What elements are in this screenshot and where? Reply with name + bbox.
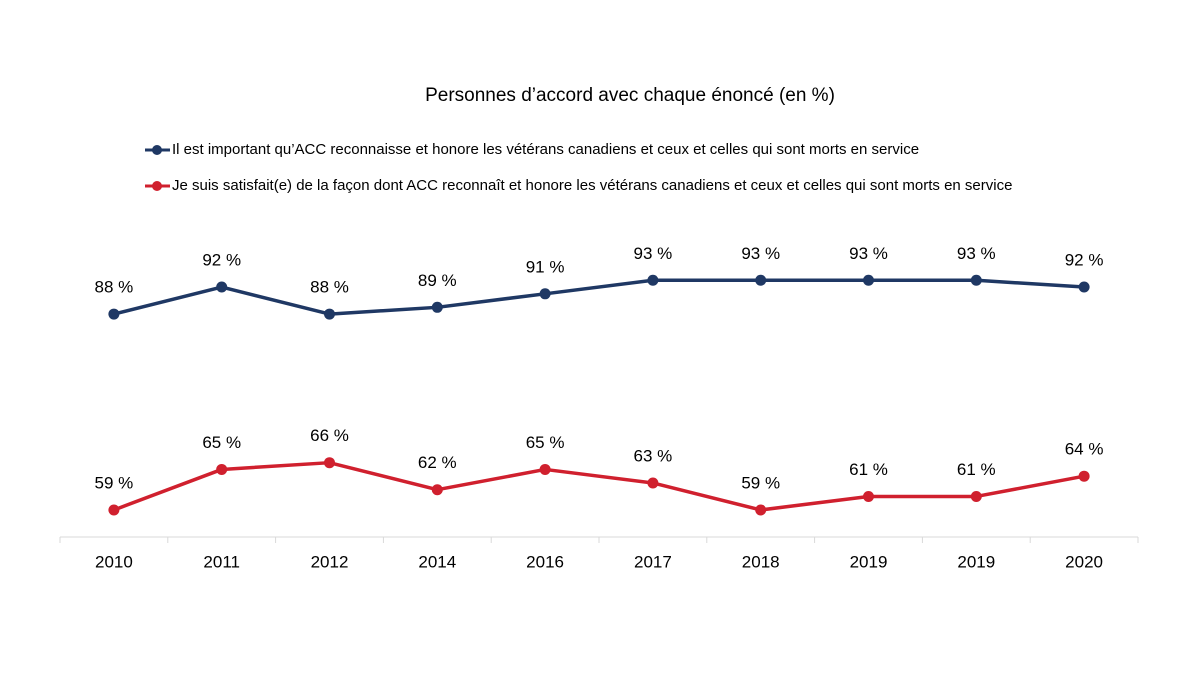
- data-label: 93 %: [741, 244, 780, 263]
- legend-label: Il est important qu’ACC reconnaisse et h…: [172, 141, 919, 158]
- data-point: [970, 274, 982, 286]
- legend: Il est important qu’ACC reconnaisse et h…: [145, 141, 1012, 194]
- data-label: 59 %: [95, 473, 134, 492]
- data-point: [431, 484, 443, 496]
- data-label: 65 %: [202, 433, 241, 452]
- data-label: 62 %: [418, 453, 457, 472]
- data-point: [431, 301, 443, 313]
- data-label: 61 %: [849, 460, 888, 479]
- data-label: 88 %: [95, 278, 134, 297]
- x-tick-label: 2019: [850, 552, 888, 571]
- data-label: 91 %: [526, 257, 565, 276]
- x-tick-label: 2019: [957, 552, 995, 571]
- data-point: [324, 308, 335, 320]
- data-label: 88 %: [310, 278, 349, 297]
- legend-marker: [152, 145, 162, 155]
- data-point: [647, 274, 659, 286]
- data-label: 64 %: [1065, 440, 1104, 459]
- data-point: [1078, 470, 1090, 482]
- data-point: [324, 457, 335, 469]
- data-label: 93 %: [849, 244, 888, 263]
- data-point: [1078, 281, 1090, 293]
- data-point: [108, 308, 120, 320]
- data-label: 92 %: [202, 251, 241, 270]
- series-line: [113, 278, 1085, 316]
- data-label: 93 %: [634, 244, 673, 263]
- x-tick-label: 2010: [95, 552, 133, 571]
- data-point: [216, 281, 228, 293]
- data-label: 66 %: [310, 426, 349, 445]
- data-label: 65 %: [526, 433, 565, 452]
- x-tick-label: 2012: [311, 552, 349, 571]
- data-point: [647, 477, 659, 489]
- chart-title: Personnes d’accord avec chaque énoncé (e…: [425, 85, 835, 106]
- data-point: [108, 504, 120, 516]
- legend-marker: [152, 181, 162, 191]
- data-label: 92 %: [1065, 251, 1104, 270]
- data-label: 93 %: [957, 244, 996, 263]
- data-label: 59 %: [741, 473, 780, 492]
- x-tick-label: 2018: [742, 552, 780, 571]
- data-point: [863, 490, 874, 502]
- x-tick-label: 2011: [203, 552, 240, 571]
- legend-label: Je suis satisfait(e) de la façon dont AC…: [172, 177, 1012, 194]
- x-tick-label: 2014: [418, 552, 456, 571]
- x-tick-label: 2017: [634, 552, 672, 571]
- data-point: [863, 274, 874, 286]
- x-tick-label: 2020: [1065, 552, 1103, 571]
- x-tick-label: 2016: [526, 552, 564, 571]
- data-point: [755, 504, 767, 516]
- data-point: [539, 288, 551, 300]
- data-point: [970, 490, 982, 502]
- data-label: 89 %: [418, 271, 457, 290]
- data-point: [216, 463, 228, 475]
- data-point: [539, 463, 551, 475]
- series-line: [113, 460, 1085, 512]
- data-point: [755, 274, 767, 286]
- data-label: 63 %: [634, 446, 673, 465]
- data-label: 61 %: [957, 460, 996, 479]
